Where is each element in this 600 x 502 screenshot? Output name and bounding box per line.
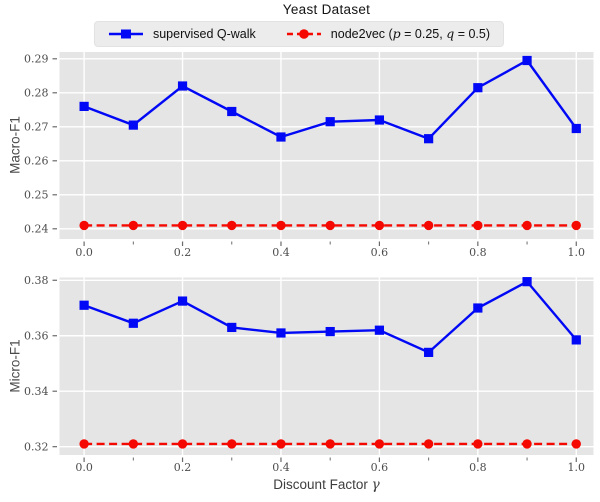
- chart-title: Yeast Dataset: [282, 2, 371, 17]
- data-point-square-marker: [227, 106, 237, 117]
- data-point-square-marker: [177, 81, 188, 91]
- data-point-square-marker: [473, 83, 483, 93]
- x-tick-label: 0.2: [174, 246, 192, 259]
- x-tick-label: 0.4: [272, 246, 290, 259]
- data-point-circle-marker: [128, 220, 139, 231]
- data-point-square-marker: [79, 300, 89, 310]
- y-axis-label-micro-f1: Micro-F1: [7, 339, 23, 393]
- y-tick-label: 0.36: [24, 330, 49, 343]
- y-tick-label: 0.27: [24, 121, 49, 134]
- data-point-square-marker: [571, 123, 581, 134]
- data-point-circle-marker: [227, 220, 237, 231]
- x-tick-label: 0.0: [75, 246, 93, 259]
- data-point-circle-marker: [423, 220, 434, 231]
- plot-area-0: [59, 52, 594, 239]
- data-point-square-marker: [79, 101, 89, 111]
- x-axis-label-gamma-symbol: γ: [371, 477, 380, 493]
- x-tick-label: 1.0: [568, 246, 586, 259]
- legend-sample-solid-square-icon: [108, 29, 143, 38]
- y-tick-label: 0.29: [24, 53, 49, 66]
- x-tick-label: 0.2: [174, 461, 192, 474]
- data-point-square-marker: [128, 318, 138, 328]
- data-point-circle-marker: [276, 220, 286, 231]
- data-point-square-marker: [128, 120, 138, 130]
- data-point-circle-marker: [571, 439, 581, 449]
- square-marker-icon: [120, 29, 131, 38]
- data-point-circle-marker: [571, 220, 581, 231]
- circle-marker-icon: [299, 28, 309, 39]
- x-axis-label-text: Discount Factor: [273, 477, 368, 492]
- data-point-circle-marker: [79, 220, 89, 231]
- data-point-circle-marker: [473, 439, 483, 449]
- data-point-circle-marker: [325, 439, 335, 449]
- y-tick-label: 0.32: [24, 440, 49, 453]
- x-tick-label: 1.0: [568, 461, 586, 474]
- data-point-circle-marker: [79, 439, 89, 449]
- x-tick-label: 0.6: [371, 246, 389, 259]
- data-point-square-marker: [325, 326, 335, 337]
- data-point-square-marker: [325, 117, 335, 127]
- data-point-circle-marker: [522, 439, 532, 449]
- data-point-square-marker: [374, 325, 385, 335]
- legend-label-part: q: [446, 26, 455, 41]
- x-tick-label: 0.8: [469, 246, 487, 259]
- data-point-square-marker: [177, 296, 188, 306]
- legend-item-supervised-q-walk: supervised Q-walk: [108, 27, 256, 41]
- legend-label-part: p: [392, 26, 401, 41]
- x-tick-label: 0.0: [75, 461, 93, 474]
- data-point-circle-marker: [374, 220, 385, 231]
- legend-label-part: = 0.5): [454, 27, 491, 41]
- y-axis-label-macro-f1: Macro-F1: [7, 116, 23, 174]
- data-point-square-marker: [424, 347, 434, 357]
- x-tick-label: 0.8: [469, 461, 487, 474]
- y-tick-label: 0.24: [24, 223, 49, 236]
- x-axis-label: Discount Factor γ: [53, 477, 600, 493]
- data-point-square-marker: [424, 134, 434, 144]
- data-point-circle-marker: [374, 439, 385, 449]
- plot-area-1: [59, 277, 594, 455]
- data-point-circle-marker: [522, 220, 532, 231]
- data-point-circle-marker: [227, 439, 237, 449]
- legend-label: supervised Q-walk: [153, 27, 256, 41]
- legend-label: node2vec (p = 0.25, q = 0.5): [331, 26, 490, 41]
- y-tick-label: 0.25: [24, 189, 49, 202]
- data-point-square-marker: [276, 328, 286, 338]
- data-point-circle-marker: [177, 439, 188, 449]
- data-point-circle-marker: [423, 439, 434, 449]
- legend: supervised Q-walk node2vec (p = 0.25, q =…: [93, 21, 505, 47]
- y-tick-label: 0.26: [24, 155, 49, 168]
- data-point-square-marker: [374, 115, 385, 125]
- data-point-circle-marker: [276, 439, 286, 449]
- data-point-circle-marker: [128, 439, 139, 449]
- legend-label-part: supervised Q-walk: [152, 26, 256, 41]
- data-point-square-marker: [227, 322, 237, 333]
- legend-label-part: = 0.25,: [400, 27, 447, 41]
- data-point-square-marker: [522, 55, 532, 66]
- legend-sample-dashed-circle-icon: [286, 28, 321, 39]
- data-point-square-marker: [571, 335, 581, 345]
- x-tick-label: 0.6: [371, 461, 389, 474]
- legend-item-node2vec: node2vec (p = 0.25, q = 0.5): [286, 26, 490, 41]
- y-tick-label: 0.28: [24, 87, 49, 100]
- data-point-square-marker: [473, 303, 483, 313]
- data-point-circle-marker: [325, 220, 335, 231]
- legend-label-part: node2vec (: [330, 27, 393, 41]
- y-tick-label: 0.38: [24, 274, 49, 287]
- y-tick-label: 0.34: [24, 385, 49, 398]
- data-point-square-marker: [276, 132, 286, 142]
- data-point-square-marker: [522, 277, 532, 287]
- x-tick-label: 0.4: [272, 461, 290, 474]
- data-point-circle-marker: [177, 220, 188, 231]
- data-point-circle-marker: [473, 220, 483, 231]
